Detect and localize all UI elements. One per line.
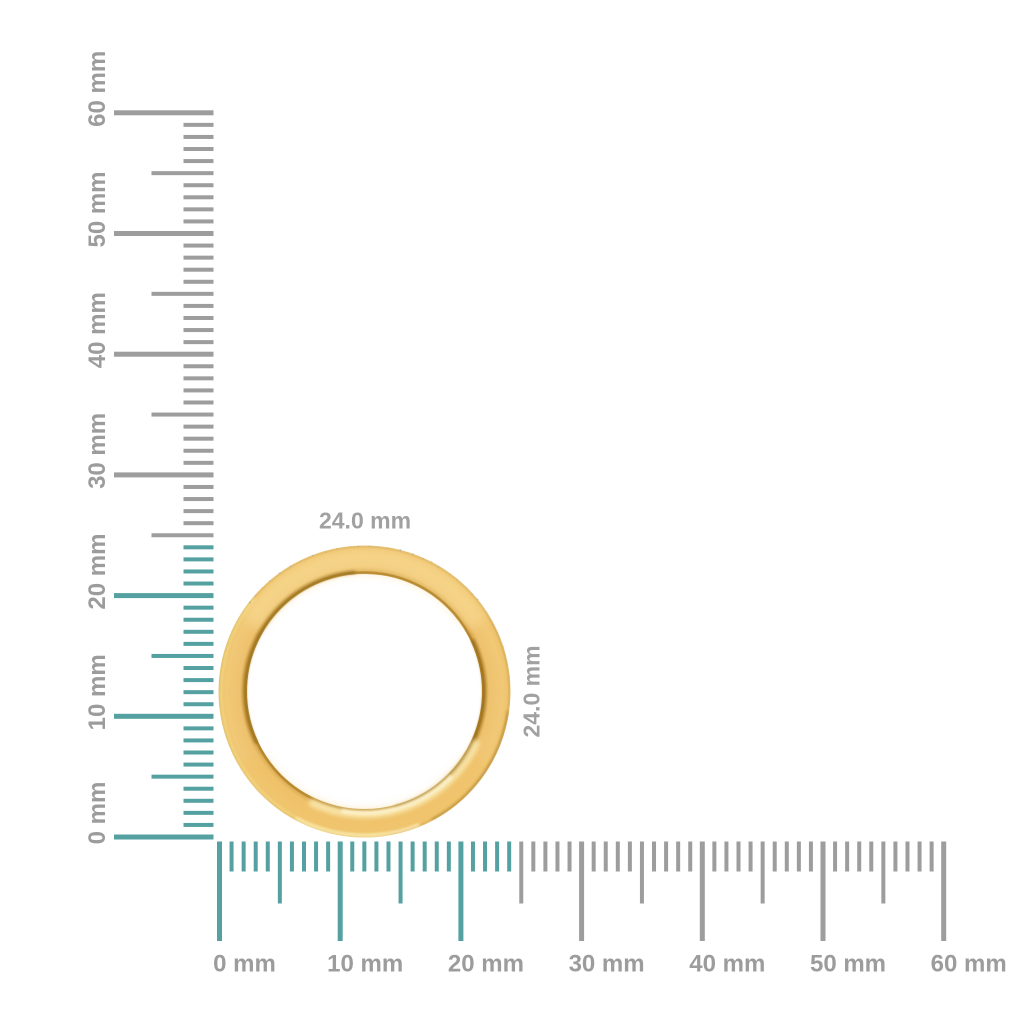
svg-text:20 mm: 20 mm [84, 534, 111, 610]
svg-text:10 mm: 10 mm [84, 654, 111, 730]
svg-text:50 mm: 50 mm [810, 951, 886, 978]
svg-text:24.0 mm: 24.0 mm [319, 508, 411, 534]
svg-text:60 mm: 60 mm [84, 51, 111, 127]
svg-text:60 mm: 60 mm [931, 951, 1007, 978]
svg-text:50 mm: 50 mm [84, 171, 111, 247]
svg-text:30 mm: 30 mm [84, 413, 111, 489]
svg-text:10 mm: 10 mm [327, 951, 403, 978]
svg-text:30 mm: 30 mm [569, 951, 645, 978]
svg-text:0 mm: 0 mm [213, 951, 276, 978]
svg-text:20 mm: 20 mm [448, 951, 524, 978]
svg-text:0 mm: 0 mm [84, 782, 111, 845]
svg-text:40 mm: 40 mm [689, 951, 765, 978]
svg-text:40 mm: 40 mm [84, 292, 111, 368]
svg-text:24.0 mm: 24.0 mm [519, 645, 545, 737]
